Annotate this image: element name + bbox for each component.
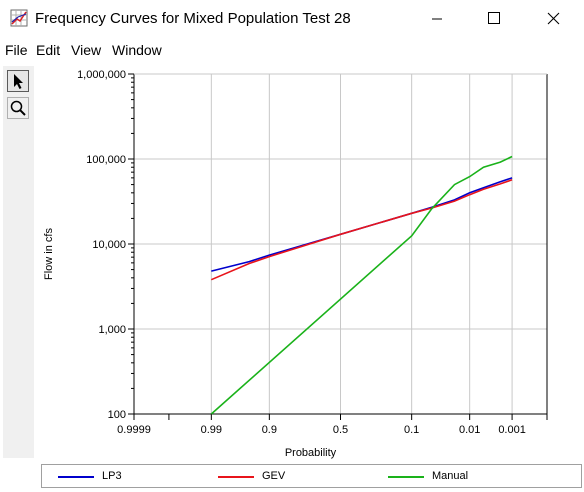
- pointer-icon: [14, 74, 23, 89]
- menu-bar: File Edit View Window: [0, 38, 584, 62]
- frequency-chart-plot[interactable]: 100 1,000 10,000 100,000 1,000,000 0.9999 0.99…: [34, 62, 584, 462]
- x-tick-label: 0.9999: [117, 424, 151, 436]
- close-icon: [547, 12, 560, 25]
- y-tick-label: 1,000,000: [77, 69, 126, 81]
- x-tick-label: 0.1: [404, 424, 419, 436]
- maximize-icon: [488, 12, 500, 24]
- menu-window[interactable]: Window: [112, 42, 162, 58]
- menu-file[interactable]: File: [5, 42, 28, 58]
- x-tick-label: 0.5: [333, 424, 348, 436]
- x-axis-label: Probability: [285, 447, 337, 459]
- zoom-tool-button[interactable]: [7, 97, 29, 119]
- zoom-icon: [10, 100, 26, 116]
- legend-swatch: [58, 476, 94, 478]
- y-axis-label: Flow in cfs: [43, 228, 55, 280]
- chart-legend: LP3 GEV Manual: [41, 464, 582, 488]
- x-tick-label: 0.9: [262, 424, 277, 436]
- legend-label: Manual: [432, 470, 469, 482]
- y-tick-label: 1,000: [98, 324, 126, 336]
- series-line-lp3: [211, 177, 513, 272]
- x-tick-label: 0.01: [459, 424, 480, 436]
- frequency-chart[interactable]: 100 1,000 10,000 100,000 1,000,000 0.9999 0.99…: [34, 62, 584, 462]
- legend-swatch: [388, 476, 424, 478]
- x-tick-label: 0.99: [201, 424, 222, 436]
- x-tick-label: 0.001: [498, 424, 526, 436]
- y-tick-label: 100: [108, 409, 126, 421]
- title-bar[interactable]: Frequency Curves for Mixed Population Te…: [0, 0, 584, 38]
- menu-edit[interactable]: Edit: [36, 42, 61, 58]
- window-title: Frequency Curves for Mixed Population Te…: [35, 10, 351, 27]
- y-tick-label: 10,000: [92, 239, 126, 251]
- minimize-button[interactable]: [414, 0, 460, 38]
- maximize-button[interactable]: [470, 0, 516, 38]
- y-tick-label: 100,000: [86, 154, 126, 166]
- pointer-tool-button[interactable]: [7, 70, 29, 92]
- legend-label: LP3: [102, 470, 122, 482]
- legend-label: GEV: [262, 470, 286, 482]
- close-button[interactable]: [530, 0, 576, 38]
- chart-toolbar: [3, 66, 34, 458]
- minimize-icon: [432, 18, 442, 20]
- menu-view[interactable]: View: [71, 42, 102, 58]
- legend-swatch: [218, 476, 254, 478]
- series-line-manual: [210, 155, 513, 415]
- chart-app-icon: [10, 9, 28, 27]
